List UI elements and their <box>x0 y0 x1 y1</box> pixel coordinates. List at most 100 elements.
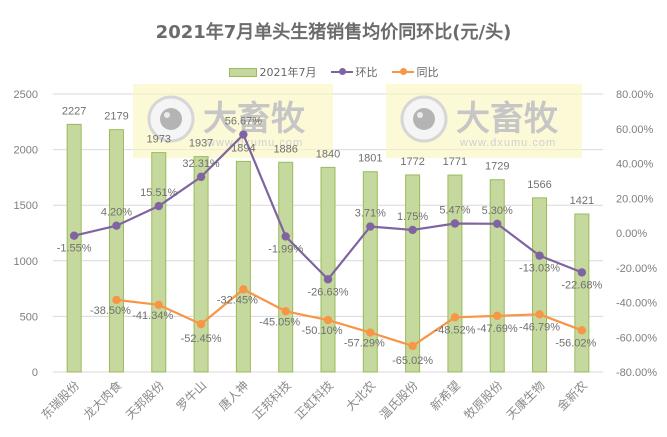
line-value-label: -1.99% <box>268 243 303 255</box>
legend-label-huanbi: 环比 <box>355 66 378 79</box>
bar-正虹科技[interactable] <box>320 166 336 373</box>
purple-line-marker-icon <box>330 68 353 75</box>
bar-东瑞股份[interactable] <box>66 123 82 373</box>
line-point-marker[interactable] <box>366 328 375 337</box>
line-point-marker[interactable] <box>408 225 417 235</box>
x-tick-label: 新希望 <box>427 378 463 414</box>
watermark-url: www.dxumu.com <box>459 137 556 149</box>
line-value-label: -52.45% <box>181 333 222 345</box>
line-value-label: -26.63% <box>308 286 349 298</box>
bar-天邦股份[interactable] <box>151 152 167 373</box>
line-point-marker[interactable] <box>196 319 206 329</box>
bar-value-label: 1840 <box>316 148 340 160</box>
line-value-label: 5.47% <box>439 204 470 216</box>
line-point-marker[interactable] <box>239 285 248 294</box>
line-value-label: 3.71% <box>355 208 386 220</box>
legend-item-huanbi[interactable]: 环比 <box>330 64 378 80</box>
line-point-marker[interactable] <box>450 219 460 228</box>
line-value-label: -47.69% <box>477 323 518 335</box>
line-point-marker[interactable] <box>493 219 502 228</box>
line-point-marker[interactable] <box>366 222 375 231</box>
line-value-label: 4.20% <box>101 207 132 219</box>
line-point-marker[interactable] <box>281 307 290 316</box>
y2-tick-label: 0.00% <box>616 228 647 240</box>
line-point-marker[interactable] <box>577 268 587 277</box>
line-value-label: -48.52% <box>434 324 475 336</box>
y2-tick-label: 60.00% <box>616 124 654 136</box>
y2-tick-label: -60.00% <box>616 332 657 344</box>
line-point-marker[interactable] <box>323 315 333 325</box>
x-tick-label: 东瑞股份 <box>38 378 82 422</box>
bar-大北农[interactable] <box>362 171 378 373</box>
line-point-marker[interactable] <box>154 300 163 310</box>
bar-温氏股份[interactable] <box>405 174 421 373</box>
line-series <box>69 130 587 351</box>
line-value-label: -65.02% <box>392 355 433 367</box>
bar-天康生物[interactable] <box>532 197 548 373</box>
watermark-brand: 大畜牧 <box>456 99 559 138</box>
orange-line-marker-icon <box>391 68 414 75</box>
watermark-brand: 大畜牧 <box>203 99 306 138</box>
x-tick-label: 金新农 <box>554 378 590 414</box>
line-point-marker[interactable] <box>112 221 121 230</box>
line-point-marker[interactable] <box>450 313 460 322</box>
x-tick-label: 牧原股份 <box>462 378 506 422</box>
y-tick-label: 2500 <box>14 89 38 101</box>
line-value-label: -46.79% <box>519 321 560 333</box>
line-value-label: -1.55% <box>57 243 92 255</box>
bar-value-label: 2227 <box>62 105 86 117</box>
y2-tick-label: 20.00% <box>616 193 654 205</box>
left-y-axis: 0 500 1000 1500 2000 2500 <box>14 89 38 379</box>
line-value-label: 5.30% <box>482 205 513 217</box>
line-point-marker[interactable] <box>196 172 206 182</box>
bar-swatch-icon <box>228 67 257 77</box>
bar-value-label: 1801 <box>358 153 382 165</box>
line-value-label: -45.05% <box>259 316 300 328</box>
line-point-marker[interactable] <box>281 232 290 241</box>
line-value-label: -57.29% <box>344 338 385 350</box>
line-point-marker[interactable] <box>577 326 587 335</box>
line-value-label: 1.75% <box>397 211 428 223</box>
x-tick-label: 龙大肉食 <box>80 378 125 423</box>
bar-value-label: 1973 <box>147 134 171 146</box>
line-value-label: -13.03% <box>519 263 560 275</box>
bar-value-label: 1566 <box>527 179 551 191</box>
x-tick-label: 正虹科技 <box>292 378 336 422</box>
x-tick-label: 天康生物 <box>503 378 548 423</box>
bar-龙大肉食[interactable] <box>108 129 124 373</box>
line-value-label: -22.68% <box>561 279 602 291</box>
bar-value-label: 1771 <box>443 156 467 168</box>
y2-tick-label: 80.00% <box>616 89 654 101</box>
tongbi-line <box>116 288 583 348</box>
bar-罗牛山[interactable] <box>193 156 209 373</box>
line-point-marker[interactable] <box>535 310 544 319</box>
line-point-marker[interactable] <box>239 130 248 139</box>
line-value-label: -32.45% <box>217 294 258 306</box>
line-point-marker[interactable] <box>154 201 163 211</box>
line-point-marker[interactable] <box>408 341 417 351</box>
line-point-marker[interactable] <box>112 295 121 305</box>
legend-item-bar[interactable]: 2021年7月 <box>228 64 317 80</box>
bar-value-label: 1729 <box>485 161 509 173</box>
y-tick-label: 0 <box>32 367 38 379</box>
line-point-marker[interactable] <box>535 251 544 260</box>
legend-item-tongbi[interactable]: 同比 <box>391 64 439 80</box>
y-tick-label: 1500 <box>14 200 38 212</box>
y2-tick-label: -40.00% <box>616 298 657 310</box>
x-tick-label: 罗牛山 <box>173 378 209 414</box>
bar-value-label: 1937 <box>189 138 213 150</box>
line-value-label: -38.50% <box>90 305 131 317</box>
bar-唐人神[interactable] <box>235 160 251 373</box>
line-point-marker[interactable] <box>69 231 79 240</box>
line-value-label: 32.31% <box>182 158 220 170</box>
y-tick-label: 500 <box>20 311 38 323</box>
bar-正邦科技[interactable] <box>278 161 294 373</box>
line-point-marker[interactable] <box>323 275 333 284</box>
line-point-marker[interactable] <box>493 311 502 321</box>
legend-label-bar: 2021年7月 <box>259 66 317 79</box>
y2-tick-label: -20.00% <box>616 263 657 275</box>
